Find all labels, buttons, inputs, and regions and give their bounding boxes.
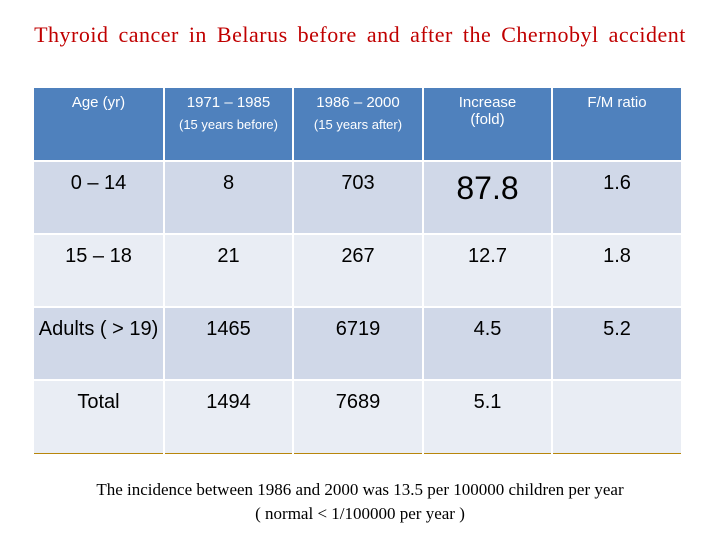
thyroid-cancer-table: Age (yr) 1971 – 1985 (15 years before) 19… — [34, 88, 681, 454]
incidence-note-line1: The incidence between 1986 and 2000 was … — [96, 480, 624, 499]
header-1971-1985: 1971 – 1985 (15 years before) — [164, 88, 294, 161]
cell-increase: 87.8 — [423, 160, 553, 234]
header-fm-ratio: F/M ratio — [552, 88, 681, 161]
cell-age: 0 – 14 — [34, 160, 165, 234]
cell-after: 703 — [293, 160, 424, 234]
cell-increase: 5.1 — [423, 379, 553, 454]
cell-fm-ratio: 5.2 — [552, 306, 681, 380]
cell-age: Total — [34, 379, 165, 454]
table-row: Adults ( > 19) 1465 6719 4.5 5.2 — [34, 306, 681, 380]
table-row: 0 – 14 8 703 87.8 1.6 — [34, 160, 681, 234]
table-row: 15 – 18 21 267 12.7 1.8 — [34, 233, 681, 307]
cell-before: 1465 — [164, 306, 294, 380]
cell-fm-ratio — [552, 379, 681, 454]
slide-title: Thyroid cancer in Belarus before and aft… — [34, 22, 686, 47]
cell-age: Adults ( > 19) — [34, 306, 165, 380]
cell-after: 7689 — [293, 379, 424, 454]
table-row: Total 1494 7689 5.1 — [34, 379, 681, 454]
cell-after: 6719 — [293, 306, 424, 380]
header-age: Age (yr) — [34, 88, 165, 161]
header-increase: Increase (fold) — [423, 88, 553, 161]
cell-increase: 12.7 — [423, 233, 553, 307]
incidence-note-line2: ( normal < 1/100000 per year ) — [255, 504, 465, 523]
table-header-row: Age (yr) 1971 – 1985 (15 years before) 19… — [34, 88, 681, 161]
cell-before: 8 — [164, 160, 294, 234]
cell-increase: 4.5 — [423, 306, 553, 380]
incidence-note: The incidence between 1986 and 2000 was … — [0, 478, 720, 526]
cell-fm-ratio: 1.6 — [552, 160, 681, 234]
cell-age: 15 – 18 — [34, 233, 165, 307]
header-1986-2000: 1986 – 2000 (15 years after) — [293, 88, 424, 161]
cell-before: 21 — [164, 233, 294, 307]
cell-after: 267 — [293, 233, 424, 307]
cell-fm-ratio: 1.8 — [552, 233, 681, 307]
cell-before: 1494 — [164, 379, 294, 454]
